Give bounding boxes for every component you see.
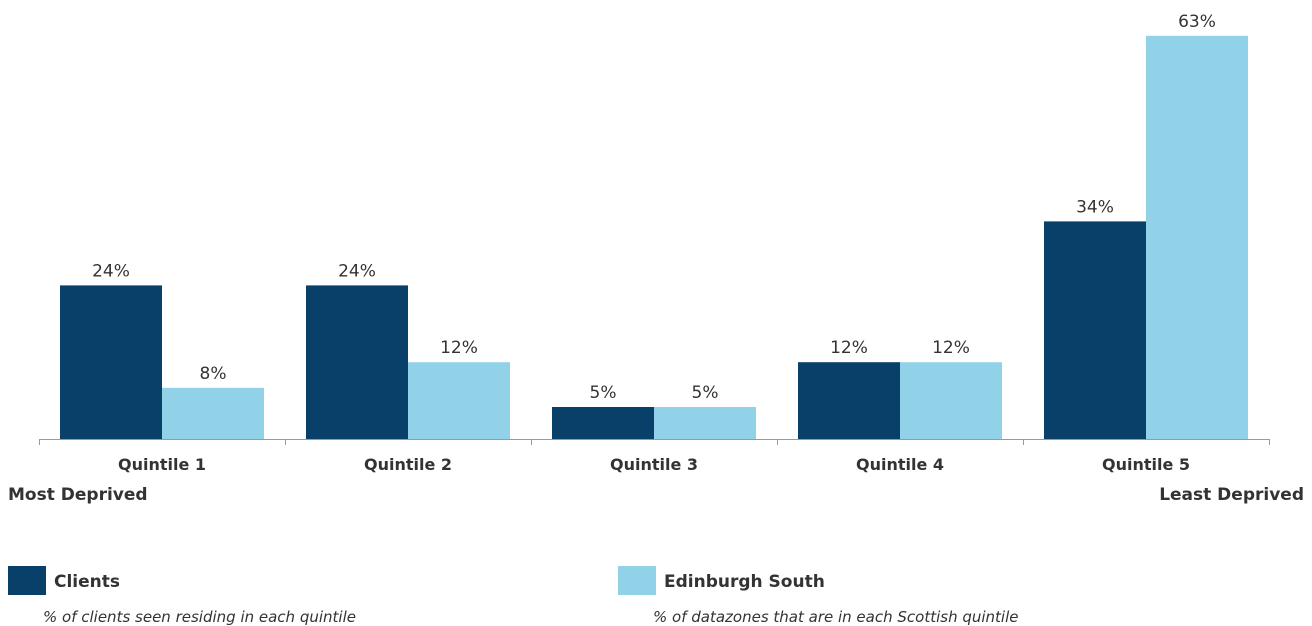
bar-clients-quintile-1 bbox=[60, 285, 162, 439]
bar-clients-quintile-5 bbox=[1044, 221, 1146, 439]
legend-swatch-clients bbox=[8, 566, 46, 595]
legend-swatch-edinburgh-south bbox=[618, 566, 656, 595]
x-axis: Quintile 1 Quintile 2 Quintile 3 Quintile 4… bbox=[39, 439, 1270, 474]
value-label-edinburgh-south-quintile-2: 12% bbox=[440, 338, 478, 358]
category-label-quintile-3: Quintile 3 bbox=[610, 455, 698, 474]
legend-description-clients: % of clients seen residing in each quint… bbox=[43, 608, 356, 626]
category-label-quintile-1: Quintile 1 bbox=[118, 455, 206, 474]
value-labels-group: 24% 24% 5% 12% 34% 8% 12% 5% 12% 63% bbox=[92, 12, 1216, 403]
category-label-quintile-5: Quintile 5 bbox=[1102, 455, 1190, 474]
bar-edinburgh-south-quintile-1 bbox=[162, 387, 264, 439]
bar-edinburgh-south-quintile-3 bbox=[654, 407, 756, 439]
category-label-quintile-4: Quintile 4 bbox=[856, 455, 944, 474]
bar-edinburgh-south-quintile-2 bbox=[408, 362, 510, 439]
bar-clients-quintile-3 bbox=[552, 407, 654, 439]
bar-clients-quintile-4 bbox=[798, 362, 900, 439]
value-label-clients-quintile-4: 12% bbox=[830, 338, 868, 358]
legend-description-edinburgh-south: % of datazones that are in each Scottish… bbox=[653, 608, 1019, 626]
bar-chart: 24% 24%5%12%34%8%12%5%12%63% Quintile 1 Qu… bbox=[39, 12, 1270, 474]
value-label-clients-quintile-5: 34% bbox=[1076, 197, 1114, 217]
value-label-edinburgh-south-quintile-1: 8% bbox=[200, 364, 227, 384]
axis-end-label-most-deprived: Most Deprived bbox=[8, 485, 148, 505]
bars-group bbox=[60, 35, 1248, 440]
bar-clients-quintile-2 bbox=[306, 285, 408, 439]
value-label-clients-quintile-3: 5% bbox=[590, 383, 617, 403]
bar-edinburgh-south-quintile-5 bbox=[1146, 35, 1248, 440]
value-label-clients-quintile-1: 24% bbox=[92, 261, 130, 281]
value-label-edinburgh-south-quintile-4: 12% bbox=[932, 338, 970, 358]
category-label-quintile-2: Quintile 2 bbox=[364, 455, 452, 474]
value-label-edinburgh-south-quintile-3: 5% bbox=[692, 383, 719, 403]
legend-label-edinburgh-south: Edinburgh South bbox=[664, 572, 825, 592]
legend-label-clients: Clients bbox=[54, 572, 121, 592]
value-label-clients-quintile-2: 24% bbox=[338, 261, 376, 281]
bar-edinburgh-south-quintile-4 bbox=[900, 362, 1002, 439]
axis-end-label-least-deprived: Least Deprived bbox=[1159, 485, 1304, 505]
value-label-edinburgh-south-quintile-5: 63% bbox=[1178, 12, 1216, 32]
